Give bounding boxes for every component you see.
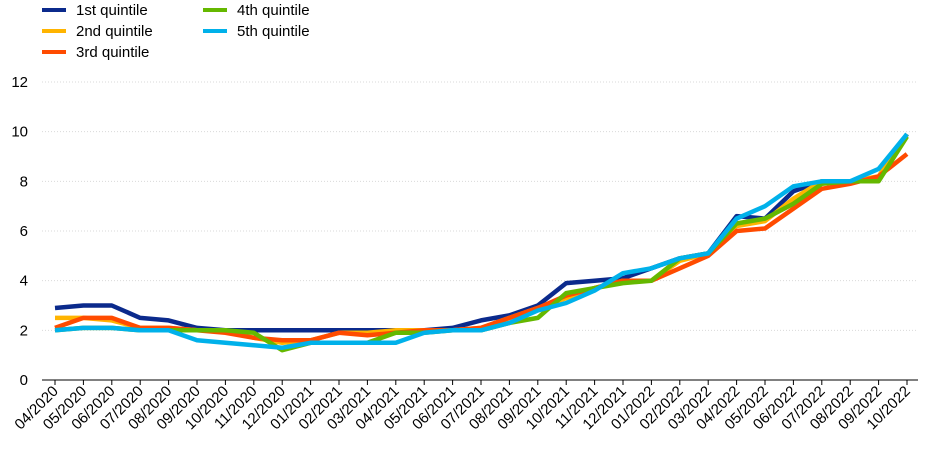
legend-label: 2nd quintile	[76, 22, 153, 40]
y-tick-label: 6	[20, 223, 28, 240]
series-line-5th-quintile	[54, 132, 909, 350]
series-lines	[54, 132, 909, 353]
series-line-3rd-quintile	[54, 152, 909, 343]
y-tick-label: 0	[20, 372, 28, 389]
legend-label: 4th quintile	[237, 1, 310, 19]
legend-item-3rd-quintile: 3rd quintile	[42, 42, 149, 62]
y-tick-label: 10	[11, 124, 28, 141]
legend-item-1st-quintile: 1st quintile	[42, 0, 148, 20]
legend-swatch	[203, 8, 227, 12]
y-tick-label: 8	[20, 173, 28, 190]
legend-label: 3rd quintile	[76, 43, 150, 61]
legend-item-4th-quintile: 4th quintile	[203, 0, 310, 20]
series-line-1st-quintile	[54, 132, 909, 333]
y-tick-label: 4	[20, 273, 28, 290]
x-tick-labels: 04/202005/202006/202007/202008/202009/20…	[11, 383, 913, 433]
axes	[42, 379, 918, 385]
legend-label: 1st quintile	[76, 1, 148, 19]
legend-item-2nd-quintile: 2nd quintile	[42, 21, 153, 41]
legend-swatch	[42, 50, 66, 54]
y-tick-label: 12	[11, 74, 28, 91]
legend-item-5th-quintile: 5th quintile	[203, 21, 310, 41]
y-tick-labels: 0 2 4 6 8 10 12	[11, 74, 28, 389]
legend-swatch	[42, 8, 66, 12]
legend-swatch	[42, 29, 66, 33]
legend-label: 5th quintile	[237, 22, 310, 40]
y-tick-label: 2	[20, 322, 28, 339]
legend-swatch	[203, 29, 227, 33]
series-line-2nd-quintile	[55, 132, 909, 346]
